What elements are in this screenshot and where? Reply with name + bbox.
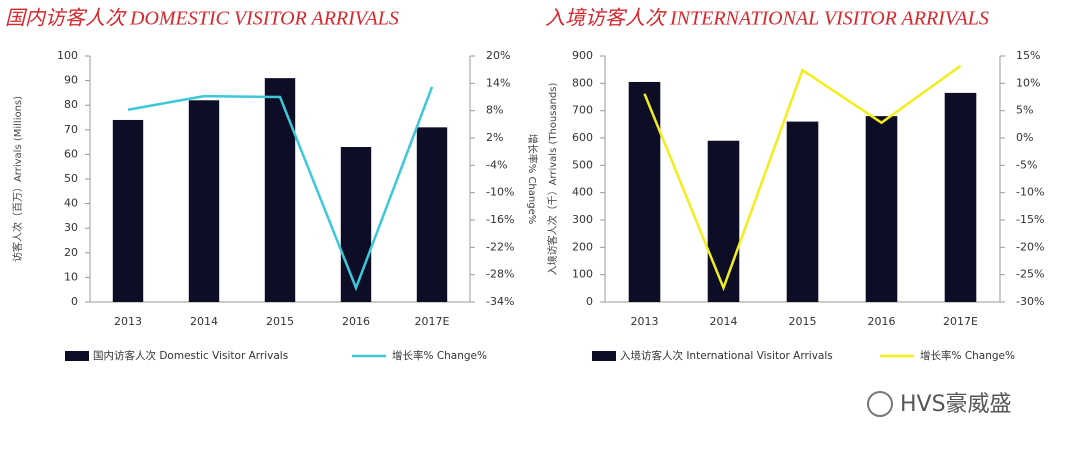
y-tick-label: 10: [64, 270, 78, 283]
y2-tick-label: 8%: [486, 104, 503, 117]
y-tick-label: 80: [64, 98, 78, 111]
y-tick-label: 60: [64, 147, 78, 160]
y2-tick-label: -28%: [486, 268, 514, 281]
y2-tick-label: -5%: [1016, 158, 1037, 171]
y-tick-label: 40: [64, 197, 78, 210]
y2-tick-label: -25%: [1016, 268, 1044, 281]
y-tick-label: 300: [572, 213, 593, 226]
y2-tick-label: -10%: [1016, 186, 1044, 199]
bar: [628, 81, 661, 302]
y-tick-label: 600: [572, 131, 593, 144]
y-tick-label: 200: [572, 240, 593, 253]
legend-label: 增长率% Change%: [920, 349, 1015, 362]
line: [127, 86, 434, 292]
y2-tick-label: -4%: [486, 158, 507, 171]
y2-tick-label: 0%: [1016, 131, 1033, 144]
y-tick-label: 400: [572, 186, 593, 199]
x-tick-label: 2015: [266, 315, 294, 328]
y-tick-label: 900: [572, 49, 593, 62]
y2-tick-label: -15%: [1016, 213, 1044, 226]
y-tick-label: 30: [64, 221, 78, 234]
y2-axis-title: 增长率% Change%: [526, 134, 539, 224]
y2-tick-label: 14%: [486, 76, 510, 89]
y-tick-label: 500: [572, 158, 593, 171]
y-tick-label: 50: [64, 172, 78, 185]
bar: [865, 116, 898, 302]
legend-swatch: [65, 351, 89, 361]
watermark-text: HVS豪威盛: [900, 392, 1012, 417]
y2-tick-label: -34%: [486, 295, 514, 308]
y-tick-label: 100: [572, 268, 593, 281]
x-tick-label: 2017E: [415, 315, 450, 328]
x-tick-label: 2014: [710, 315, 738, 328]
legend-label: 入境访客人次 International Visitor Arrivals: [620, 349, 833, 362]
y-tick-label: 100: [57, 49, 78, 62]
y2-tick-label: -22%: [486, 240, 514, 253]
watermark: HVS豪威盛: [867, 391, 1012, 417]
y2-tick-label: 20%: [486, 49, 510, 62]
y2-tick-label: 2%: [486, 131, 503, 144]
bar: [944, 92, 977, 303]
y-axis-title: 访客人次（百万）Arrivals (Millions): [11, 96, 24, 262]
chart-title: 国内访客人次 DOMESTIC VISITOR ARRIVALS: [5, 8, 399, 30]
legend-label: 增长率% Change%: [392, 349, 487, 362]
y2-tick-label: -16%: [486, 213, 514, 226]
x-tick-label: 2017E: [943, 315, 978, 328]
y-tick-label: 20: [64, 246, 78, 259]
bar: [786, 121, 819, 302]
y-tick-label: 70: [64, 123, 78, 136]
y-tick-label: 700: [572, 104, 593, 117]
y-tick-label: 800: [572, 76, 593, 89]
line: [643, 64, 962, 292]
bar: [340, 147, 372, 302]
y2-tick-label: -10%: [486, 186, 514, 199]
y-axis-title: 入境访客人次（千）Arrivals (Thousands): [546, 82, 559, 275]
x-tick-label: 2013: [114, 315, 142, 328]
y2-tick-label: 15%: [1016, 49, 1040, 62]
x-tick-label: 2014: [190, 315, 218, 328]
legend-swatch: [592, 351, 616, 361]
bar: [707, 140, 740, 302]
x-tick-label: 2015: [789, 315, 817, 328]
x-tick-label: 2013: [631, 315, 659, 328]
bar: [188, 100, 220, 302]
x-tick-label: 2016: [342, 315, 370, 328]
y2-tick-label: 10%: [1016, 76, 1040, 89]
y2-tick-label: 5%: [1016, 104, 1033, 117]
chart-title: 入境访客人次 INTERNATIONAL VISITOR ARRIVALS: [545, 8, 989, 30]
y-tick-label: 0: [71, 295, 78, 308]
y2-tick-label: -30%: [1016, 295, 1044, 308]
x-tick-label: 2016: [868, 315, 896, 328]
bar: [112, 119, 144, 303]
bar: [416, 127, 448, 302]
y2-tick-label: -20%: [1016, 240, 1044, 253]
watermark-icon: [867, 391, 893, 417]
bar: [264, 78, 296, 302]
y-tick-label: 0: [586, 295, 593, 308]
legend-label: 国内访客人次 Domestic Visitor Arrivals: [93, 349, 288, 362]
y-tick-label: 90: [64, 74, 78, 87]
